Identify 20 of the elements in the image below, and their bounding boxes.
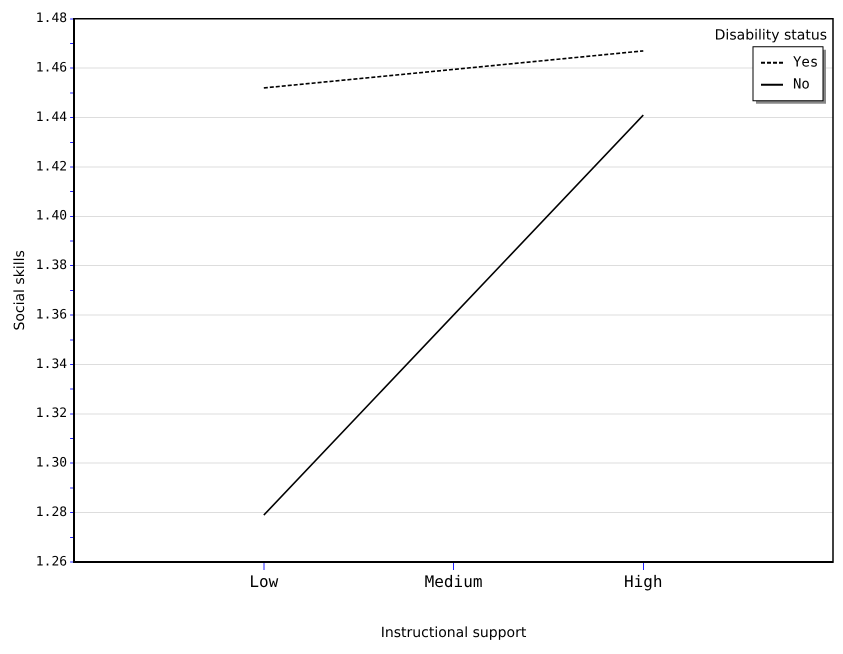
y-tick-label: 1.38 [36, 258, 68, 274]
y-tick-label: 1.32 [36, 406, 68, 422]
x-tick-label: High [624, 572, 663, 591]
y-tick-label: 1.28 [36, 504, 68, 520]
y-tick-label: 1.40 [36, 208, 68, 224]
x-axis-title: Instructional support [380, 625, 527, 642]
y-tick-label: 1.48 [36, 11, 68, 26]
y-tick-label: 1.34 [36, 356, 68, 372]
x-tick-label: Medium [424, 572, 482, 591]
y-tick-label: 1.36 [36, 307, 68, 322]
legend-title: Disability status [714, 27, 827, 44]
y-tick-label: 1.46 [36, 60, 68, 76]
y-axis-title: Social skills [12, 250, 28, 331]
y-tick-label: 1.26 [36, 554, 68, 570]
y-tick-label: 1.44 [36, 110, 68, 125]
y-tick-label: 1.30 [36, 456, 68, 471]
y-tick-label: 1.42 [36, 159, 68, 174]
legend-label: Yes [793, 54, 818, 70]
legend-label: No [793, 76, 810, 92]
x-tick-label: Low [249, 572, 279, 591]
